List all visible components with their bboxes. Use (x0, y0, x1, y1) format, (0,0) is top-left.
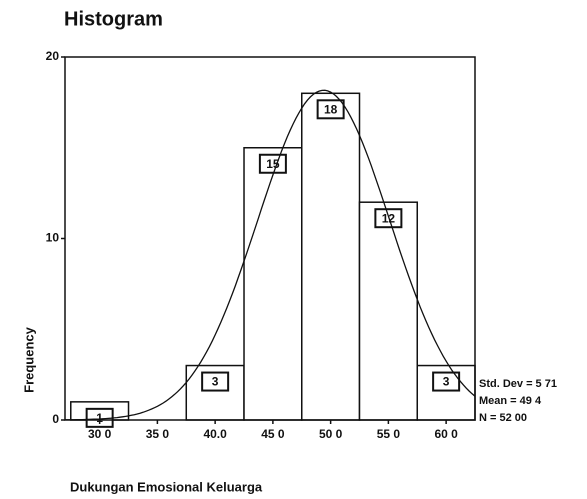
y-axis-label: Frequency (21, 326, 36, 393)
normal-curve (65, 89, 476, 421)
stat-label: Std. Dev = 5 71 (479, 378, 557, 390)
x-tick-label: 40.0 (203, 427, 227, 441)
chart-title: Histogram (64, 8, 163, 30)
data-label-box (374, 208, 403, 229)
x-tick-label: 30 0 (88, 427, 112, 441)
data-label: 15 (266, 157, 280, 171)
bar (358, 201, 419, 421)
x-tick-label: 45 0 (261, 427, 285, 441)
data-label-box (316, 99, 345, 120)
data-label: 18 (324, 102, 338, 116)
x-tick-label: 60 0 (434, 427, 458, 441)
y-tick-label: 20 (46, 49, 60, 63)
y-tick-label: 0 (52, 412, 59, 426)
data-label: 3 (443, 375, 450, 389)
x-axis-label: Dukungan Emosional Keluarga (70, 479, 263, 494)
data-label: 1 (96, 411, 103, 425)
x-tick-label: 50 0 (319, 427, 343, 441)
data-label-box (258, 153, 287, 174)
bar (185, 364, 245, 421)
data-label-box (201, 371, 230, 392)
data-label-box (432, 371, 461, 392)
stat-label: N = 52 00 (479, 412, 527, 424)
data-label: 3 (212, 375, 219, 389)
x-tick-label: 55 0 (377, 427, 401, 441)
stat-label: Mean = 49 4 (479, 395, 542, 407)
bar (243, 147, 303, 421)
x-tick-label: 35 0 (146, 427, 170, 441)
y-tick-label: 10 (46, 231, 60, 245)
bar (301, 92, 361, 421)
